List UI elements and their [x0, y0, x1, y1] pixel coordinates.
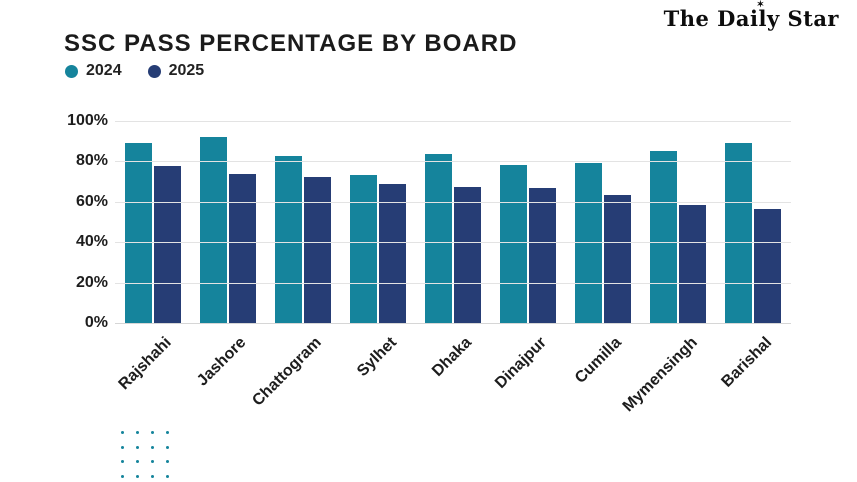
- y-axis-tick-label-100: 100%: [67, 112, 108, 129]
- legend-item-2024: 2024: [65, 62, 122, 80]
- x-axis-label-mymensingh: Mymensingh: [619, 334, 701, 416]
- masthead-logo: The Daily Star ✶: [663, 0, 839, 31]
- bar-2025-mymensingh: [679, 205, 707, 323]
- dot-icon: [166, 460, 169, 463]
- x-axis-label-barishal: Barishal: [718, 334, 776, 391]
- bar-2024-mymensingh: [650, 151, 678, 323]
- bar-group-barishal: [725, 121, 782, 323]
- legend-label-2025: 2025: [168, 62, 205, 79]
- x-axis-label-sylhet: Sylhet: [353, 334, 400, 380]
- y-axis-tick-label-0: 0%: [84, 314, 108, 331]
- bar-group-jashore: [199, 121, 256, 323]
- dot-icon: [121, 445, 124, 449]
- bar-2025-dhaka: [453, 186, 481, 323]
- x-axis-label-jashore: Jashore: [194, 334, 250, 390]
- bar-2024-sylhet: [349, 174, 377, 323]
- bar-group-dinajpur: [500, 121, 557, 323]
- y-axis-tick-label-20: 20%: [75, 273, 108, 291]
- star-icon: ✶: [756, 0, 765, 10]
- legend-dot-2024-icon: [65, 64, 78, 78]
- bars-container: [115, 121, 791, 323]
- y-axis-tick-label-80: 80%: [75, 152, 108, 170]
- gridline-60: [115, 201, 791, 203]
- y-axis-tick-label-40: 40%: [75, 233, 108, 251]
- bar-2024-dhaka: [424, 153, 452, 323]
- chart-legend: 2024 2025: [65, 62, 204, 80]
- bar-2025-jashore: [228, 174, 256, 323]
- bar-2025-sylhet: [378, 184, 406, 323]
- x-axis-label-dhaka: Dhaka: [429, 334, 476, 380]
- dot-icon: [136, 431, 139, 434]
- dot-icon: [166, 445, 169, 449]
- bar-2024-dinajpur: [500, 164, 528, 323]
- gridline-0: [115, 323, 791, 324]
- bar-2025-chattogram: [303, 177, 331, 323]
- dot-icon: [136, 460, 139, 463]
- dot-icon: [151, 460, 154, 463]
- dot-icon: [136, 474, 139, 478]
- gridline-100: [115, 121, 791, 122]
- x-axis-label-chattogram: Chattogram: [249, 334, 325, 410]
- legend-item-2025: 2025: [147, 62, 205, 80]
- dot-icon: [121, 460, 124, 463]
- bar-group-chattogram: [274, 121, 331, 323]
- x-axis-label-dinajpur: Dinajpur: [492, 334, 551, 392]
- dot-icon: [151, 445, 154, 449]
- plot-area: [115, 121, 791, 324]
- bar-group-cumilla: [575, 121, 632, 323]
- dot-icon: [136, 445, 139, 449]
- bar-2024-rajshahi: [124, 142, 152, 323]
- bar-group-rajshahi: [124, 121, 181, 323]
- gridline-80: [115, 161, 791, 163]
- page-title: SSC PASS PERCENTAGE BY BOARD: [64, 30, 518, 57]
- legend-dot-2025-icon: [147, 64, 161, 78]
- bar-2024-jashore: [199, 136, 227, 323]
- legend-label-2024: 2024: [86, 62, 122, 79]
- dot-icon: [121, 474, 124, 478]
- bar-2024-barishal: [725, 143, 753, 323]
- y-axis-tick-label-60: 60%: [75, 192, 108, 210]
- dot-icon: [121, 431, 124, 434]
- bar-2025-dinajpur: [529, 187, 557, 323]
- bar-2024-chattogram: [274, 155, 302, 323]
- bar-2025-barishal: [754, 209, 782, 323]
- x-axis-label-cumilla: Cumilla: [572, 334, 626, 387]
- bar-group-dhaka: [424, 121, 481, 323]
- bar-group-mymensingh: [650, 121, 707, 323]
- dot-icon: [166, 431, 169, 434]
- bar-group-sylhet: [349, 121, 406, 323]
- gridline-40: [115, 242, 791, 244]
- x-axis-label-rajshahi: Rajshahi: [115, 334, 175, 394]
- bar-2025-cumilla: [604, 194, 632, 323]
- bar-2025-rajshahi: [153, 166, 181, 323]
- masthead-text: The Daily Star: [663, 6, 839, 31]
- dot-icon: [151, 431, 154, 434]
- dot-grid-decoration: [121, 431, 181, 482]
- dot-icon: [151, 474, 154, 478]
- dot-icon: [166, 474, 169, 478]
- gridline-20: [115, 282, 791, 284]
